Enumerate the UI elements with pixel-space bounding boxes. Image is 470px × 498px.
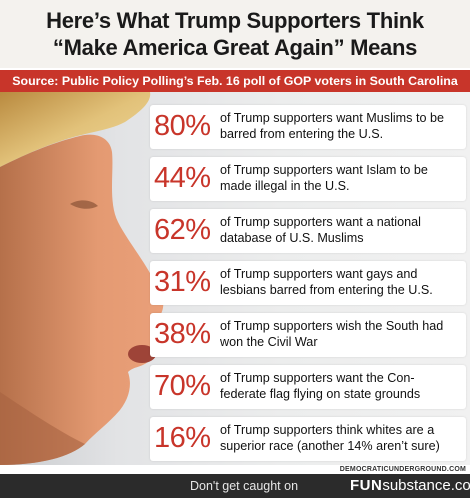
stat-card: 62% of Trump supporters want a national d…: [150, 209, 466, 253]
headline: Here’s What Trump Supporters Think “Make…: [0, 0, 470, 68]
footer-bar: Don't get caught on FUNsubstance.com: [0, 474, 470, 498]
portrait-illustration: [0, 92, 164, 465]
stat-description: of Trump supporters wish the South had wo…: [220, 319, 444, 349]
stat-card: 38% of Trump supporters wish the South h…: [150, 313, 466, 357]
footer-tagline: Don't get caught on: [190, 479, 299, 493]
stat-card: 70% of Trump supporters want the Con-fed…: [150, 365, 466, 409]
headline-line-1: Here’s What Trump Supporters Think: [46, 8, 424, 33]
stat-description: of Trump supporters want gays and lesbian…: [220, 267, 433, 297]
stat-card: 16% of Trump supporters think whites are…: [150, 417, 466, 461]
stat-card: 44% of Trump supporters want Islam to be…: [150, 157, 466, 201]
site-logo[interactable]: FUNsubstance.com: [350, 477, 470, 494]
source-banner: Source: Public Policy Polling’s Feb. 16 …: [0, 70, 470, 92]
stat-description: of Trump supporters think whites are a su…: [220, 423, 440, 453]
source-credit: DEMOCRATICUNDERGROUND.COM: [339, 466, 466, 473]
stat-description: of Trump supporters want Islam to be made…: [220, 163, 428, 193]
stat-description: of Trump supporters want a national datab…: [220, 215, 421, 245]
stat-percent: 31%: [154, 266, 211, 298]
stat-card: 80% of Trump supporters want Muslims to …: [150, 105, 466, 149]
stat-card: 31% of Trump supporters want gays and les…: [150, 261, 466, 305]
stat-percent: 38%: [154, 318, 211, 350]
content-area: 80% of Trump supporters want Muslims to …: [0, 92, 470, 465]
stat-description: of Trump supporters want the Con-federat…: [220, 371, 421, 401]
stat-percent: 80%: [154, 110, 211, 142]
stat-percent: 70%: [154, 370, 211, 402]
headline-line-2: “Make America Great Again” Means: [52, 35, 418, 60]
stat-percent: 44%: [154, 162, 211, 194]
stat-percent: 16%: [154, 422, 211, 454]
stat-description: of Trump supporters want Muslims to be ba…: [220, 111, 444, 141]
stat-percent: 62%: [154, 214, 211, 246]
